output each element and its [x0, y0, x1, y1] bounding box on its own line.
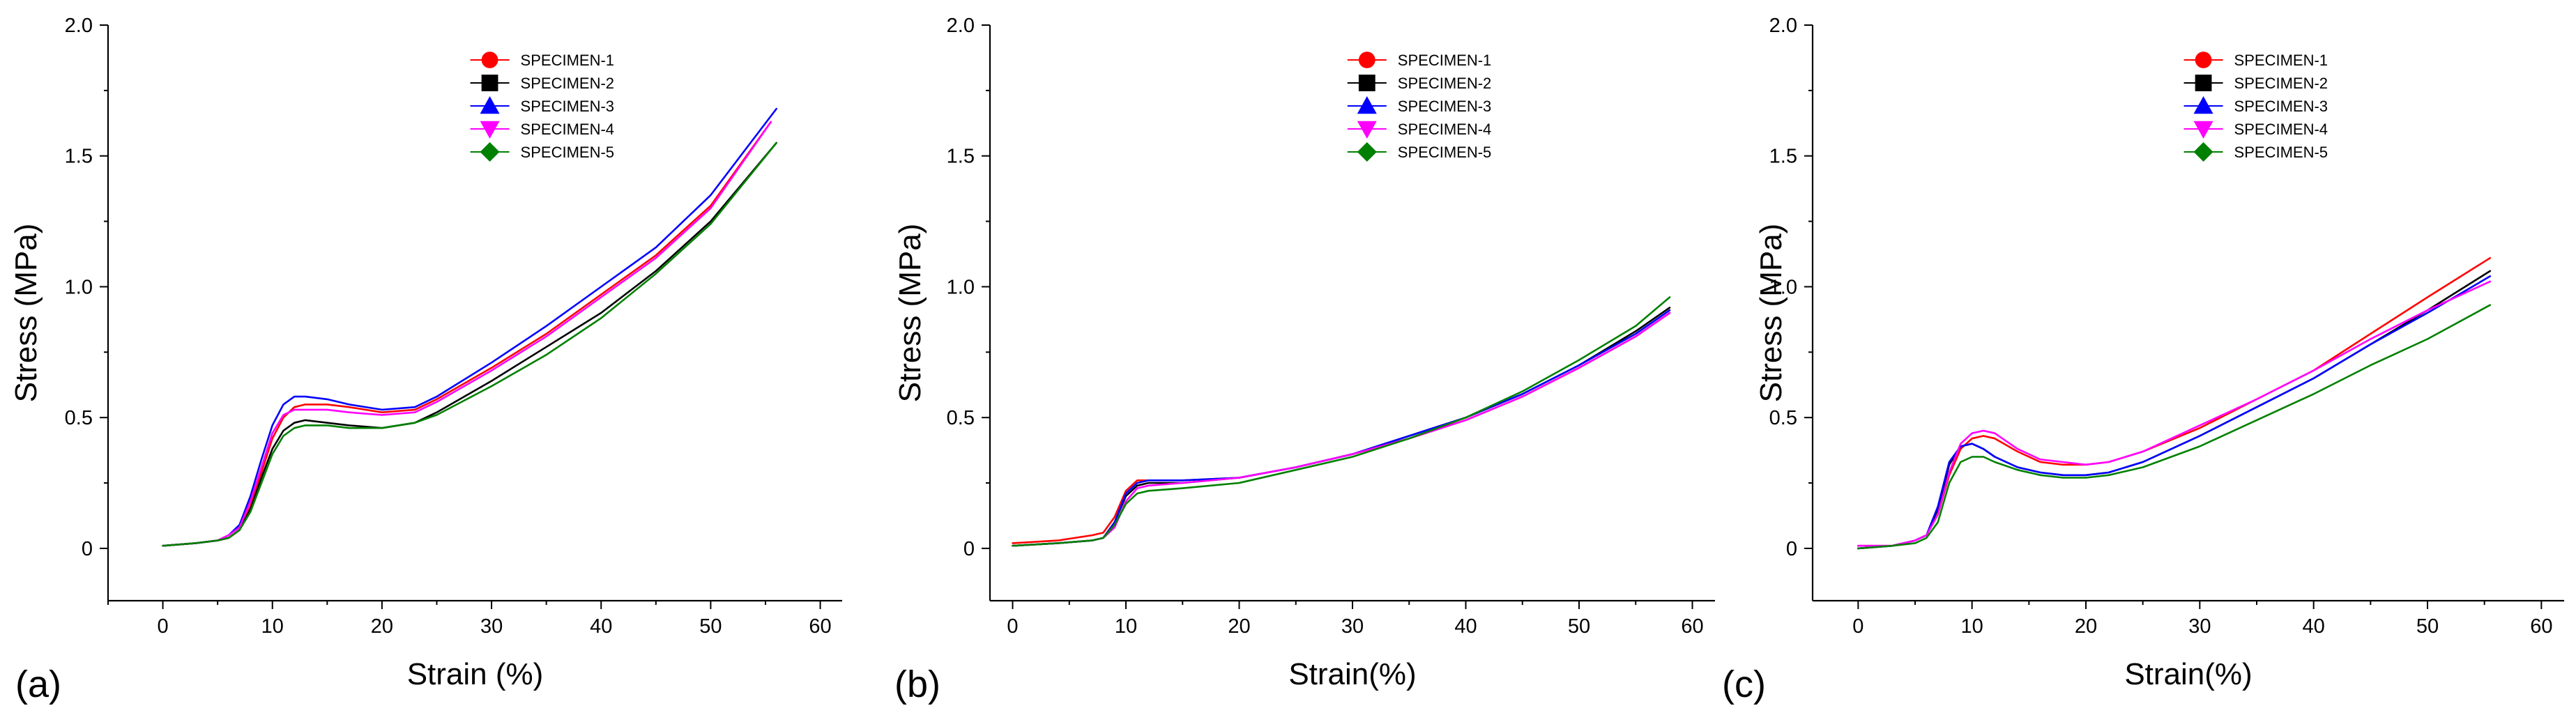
- y-tick-label: 2.0: [65, 15, 93, 37]
- x-tick-label: 40: [590, 615, 612, 638]
- y-tick-label: 1.5: [65, 146, 93, 168]
- y-axis-title: Stress (MPa): [9, 224, 43, 403]
- legend-label: SPECIMEN-4: [2234, 121, 2328, 138]
- x-axis-title: Strain(%): [1288, 657, 1416, 691]
- y-tick-label: 1.5: [1769, 146, 1797, 168]
- legend-marker-diamond: [1357, 142, 1377, 162]
- legend-label: SPECIMEN-4: [1398, 121, 1491, 138]
- x-tick-label: 30: [2188, 615, 2211, 638]
- x-tick-label: 10: [1115, 615, 1137, 638]
- chart-panel-1: 0 10 20 30 40 50 60 0 0.5 1.0 1.5 2.0 Strain (%) Stre…: [9, 15, 842, 705]
- panel-label: (c): [1722, 663, 1766, 705]
- legend-marker-triangle-up: [480, 96, 500, 114]
- legend-label: SPECIMEN-1: [1398, 52, 1491, 69]
- x-tick-label: 40: [2303, 615, 2325, 638]
- y-tick-label: 2.0: [1769, 15, 1797, 37]
- series-line-specimen-4: [1857, 280, 2492, 547]
- x-tick-label: 40: [1454, 615, 1477, 638]
- series-line-specimen-3: [162, 107, 777, 547]
- series-line-specimen-4: [162, 121, 772, 547]
- y-axis-title: Stress (MPa): [1754, 224, 1788, 403]
- chart-panel-3: 0 10 20 30 40 50 60 0 0.5 1.0 1.5 2.0 Strain(%) Stres…: [1722, 15, 2564, 705]
- legend-label: SPECIMEN-3: [521, 98, 614, 115]
- legend-marker-circle: [2195, 52, 2212, 68]
- x-tick-label: 50: [699, 615, 722, 638]
- legend-label: SPECIMEN-1: [521, 52, 614, 69]
- y-tick-label: 2.0: [947, 15, 975, 37]
- legend-marker-square: [481, 75, 498, 91]
- series-line-specimen-2: [1012, 307, 1671, 547]
- x-tick-label: 20: [371, 615, 393, 638]
- legend: SPECIMEN-1 SPECIMEN-2 SPECIMEN-3 SPECIMEN-4…: [2183, 52, 2328, 162]
- series-line-specimen-5: [162, 141, 777, 547]
- y-tick-label: 0: [963, 538, 975, 560]
- legend-marker-triangle-down: [2193, 121, 2213, 139]
- legend-label: SPECIMEN-1: [2234, 52, 2328, 69]
- x-axis-title: Strain(%): [2124, 657, 2252, 691]
- legend-label: SPECIMEN-3: [1398, 98, 1491, 115]
- series-line-specimen-3: [1012, 309, 1671, 547]
- x-tick-label: 30: [480, 615, 503, 638]
- x-tick-label: 60: [809, 615, 831, 638]
- legend-marker-triangle-down: [480, 121, 500, 139]
- y-tick-label: 0.5: [1769, 407, 1797, 429]
- x-tick-label: 10: [1961, 615, 1983, 638]
- panel-label: (a): [15, 663, 61, 705]
- series-line-specimen-5: [1857, 304, 2492, 550]
- legend-marker-square: [2195, 75, 2212, 91]
- panel-label: (b): [894, 663, 940, 705]
- x-tick-label: 20: [2075, 615, 2097, 638]
- series-line-specimen-4: [1012, 312, 1671, 547]
- x-tick-label: 10: [261, 615, 284, 638]
- y-tick-label: 0: [1786, 538, 1797, 560]
- series-line-specimen-1: [1857, 256, 2492, 547]
- y-tick-label: 0.5: [947, 407, 975, 429]
- series-line-specimen-1: [1012, 312, 1671, 544]
- y-tick-label: 1.0: [1769, 276, 1797, 298]
- x-tick-label: 60: [1681, 615, 1703, 638]
- legend: SPECIMEN-1 SPECIMEN-2 SPECIMEN-3 SPECIMEN-4…: [470, 52, 614, 162]
- chart-panel-2: 0 10 20 30 40 50 60 0 0.5 1.0 1.5 2.0 Strain(%) Stres…: [893, 15, 1715, 705]
- legend-marker-triangle-down: [1357, 121, 1377, 139]
- y-tick-label: 1.5: [947, 146, 975, 168]
- legend-label: SPECIMEN-2: [521, 75, 614, 92]
- x-tick-label: 50: [1568, 615, 1590, 638]
- y-tick-label: 1.0: [947, 276, 975, 298]
- x-tick-label: 30: [1341, 615, 1364, 638]
- legend-label: SPECIMEN-5: [2234, 144, 2328, 161]
- x-tick-label: 0: [1007, 615, 1018, 638]
- legend-marker-diamond: [480, 142, 500, 162]
- legend-marker-circle: [1358, 52, 1375, 68]
- legend-label: SPECIMEN-2: [2234, 75, 2328, 92]
- series-line-specimen-2: [1857, 270, 2492, 550]
- legend-marker-triangle-up: [2193, 96, 2213, 114]
- x-tick-label: 0: [1852, 615, 1864, 638]
- legend-label: SPECIMEN-3: [2234, 98, 2328, 115]
- legend-label: SPECIMEN-2: [1398, 75, 1491, 92]
- legend-marker-diamond: [2193, 142, 2213, 162]
- y-tick-label: 0.5: [65, 407, 93, 429]
- series-line-specimen-3: [1857, 275, 2492, 550]
- y-tick-label: 1.0: [65, 276, 93, 298]
- series-line-specimen-5: [1012, 296, 1671, 547]
- x-tick-label: 20: [1228, 615, 1250, 638]
- legend-marker-square: [1358, 75, 1375, 91]
- legend-marker-triangle-up: [1357, 96, 1377, 114]
- x-tick-label: 50: [2416, 615, 2439, 638]
- legend-label: SPECIMEN-5: [1398, 144, 1491, 161]
- legend-marker-circle: [481, 52, 498, 68]
- x-tick-label: 60: [2530, 615, 2552, 638]
- x-tick-label: 0: [158, 615, 169, 638]
- y-axis-title: Stress (MPa): [893, 224, 927, 403]
- legend-label: SPECIMEN-5: [521, 144, 614, 161]
- legend-label: SPECIMEN-4: [521, 121, 614, 138]
- x-axis-title: Strain (%): [407, 657, 544, 691]
- y-tick-label: 0: [82, 538, 93, 560]
- legend: SPECIMEN-1 SPECIMEN-2 SPECIMEN-3 SPECIMEN-4…: [1347, 52, 1491, 162]
